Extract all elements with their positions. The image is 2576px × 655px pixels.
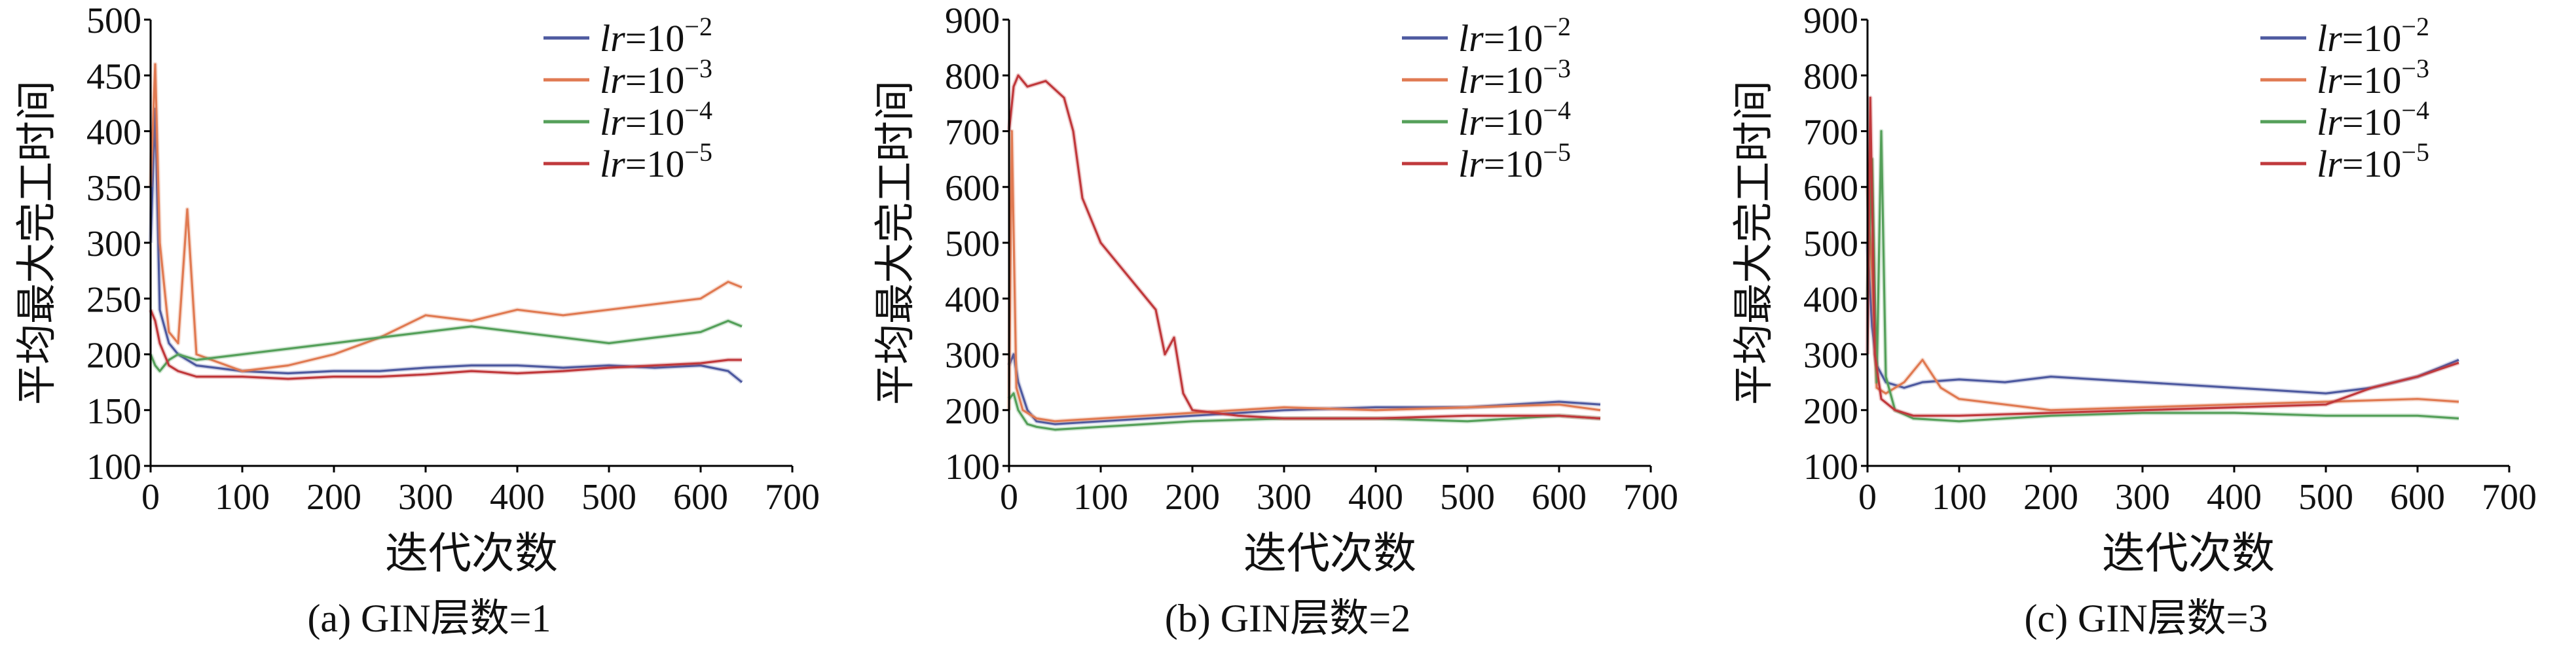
series-line-0 [149, 107, 743, 383]
caption-a: (a) GIN层数=1 [307, 597, 551, 640]
y-tick-label: 200 [1803, 391, 1858, 432]
x-tick-label: 300 [2115, 477, 2170, 518]
legend-label-0: lr=10−2 [2317, 12, 2429, 60]
y-axis-label: 平均最大完工时间 [12, 80, 60, 405]
x-tick-label: 100 [1932, 477, 1987, 518]
y-tick-label: 800 [945, 56, 1000, 97]
y-tick-label: 400 [945, 279, 1000, 320]
y-tick-label: 250 [86, 279, 141, 320]
x-tick-label: 100 [215, 477, 270, 518]
x-tick-label: 700 [2482, 477, 2537, 518]
x-tick-label: 500 [2298, 477, 2353, 518]
y-tick-label: 450 [86, 56, 141, 97]
series-line-1 [1008, 130, 1601, 423]
y-tick-label: 800 [1803, 56, 1858, 97]
series-line-2 [149, 319, 743, 372]
x-tick-label: 700 [765, 477, 820, 518]
x-tick-label: 200 [1165, 477, 1220, 518]
x-tick-label: 100 [1073, 477, 1128, 518]
legend-label-3: lr=10−5 [1458, 137, 1571, 185]
y-tick-label: 200 [86, 336, 141, 376]
y-tick-label: 900 [945, 1, 1000, 41]
legend-label-2: lr=10−4 [600, 96, 712, 143]
y-tick-label: 900 [1803, 1, 1858, 41]
x-tick-label: 700 [1623, 477, 1678, 518]
legend-label-2: lr=10−4 [2317, 96, 2429, 143]
y-tick-label: 600 [1803, 168, 1858, 209]
y-tick-label: 200 [945, 391, 1000, 432]
y-tick-label: 600 [945, 168, 1000, 209]
y-tick-label: 350 [86, 168, 141, 209]
x-tick-label: 300 [398, 477, 453, 518]
series-line-1 [149, 63, 743, 372]
x-tick-label: 600 [673, 477, 728, 518]
y-tick-label: 150 [86, 391, 141, 432]
chart-panel-b: 100 200 300 400 500 600 700 800 900 0 100 200 300 400… [858, 0, 1717, 655]
y-tick-label: 100 [945, 447, 1000, 487]
x-tick-label: 400 [2207, 477, 2262, 518]
y-tick-label: 300 [1803, 336, 1858, 376]
x-tick-label: 0 [1000, 477, 1018, 518]
series-band-0 [1865, 242, 2460, 396]
caption-c: (c) GIN层数=3 [2024, 597, 2268, 640]
y-tick-label: 700 [1803, 113, 1858, 153]
x-tick-label: 0 [1858, 477, 1877, 518]
legend-label-0: lr=10−2 [1458, 12, 1571, 60]
series-line-1 [1866, 186, 2459, 412]
x-tick-label: 0 [141, 477, 160, 518]
x-tick-label: 400 [490, 477, 545, 518]
legend-label-1: lr=10−3 [600, 54, 712, 101]
legend-label-1: lr=10−3 [1458, 54, 1571, 101]
chart-panel-a: 100 150 200 250 300 350 400 450 500 0 100 200 300 400… [0, 0, 858, 655]
x-axis-label: 迭代次数 [2102, 528, 2275, 578]
x-tick-label: 300 [1257, 477, 1312, 518]
y-tick-label: 500 [945, 224, 1000, 264]
series-band-1 [1865, 186, 2459, 413]
y-tick-label: 300 [945, 336, 1000, 376]
y-tick-label: 100 [86, 447, 141, 487]
y-tick-label: 500 [1803, 224, 1858, 264]
x-tick-label: 600 [2390, 477, 2445, 518]
legend-label-0: lr=10−2 [600, 12, 712, 60]
x-tick-label: 500 [1440, 477, 1495, 518]
x-axis-label: 迭代次数 [385, 528, 558, 578]
x-tick-label: 200 [306, 477, 361, 518]
legend-label-3: lr=10−5 [600, 137, 712, 185]
y-tick-label: 100 [1803, 447, 1858, 487]
x-tick-label: 400 [1348, 477, 1403, 518]
series-line-2 [1008, 392, 1601, 431]
y-tick-label: 300 [86, 224, 141, 264]
legend-label-2: lr=10−4 [1458, 96, 1571, 143]
y-axis-label: 平均最大完工时间 [871, 80, 919, 405]
caption-b: (b) GIN层数=2 [1164, 597, 1411, 640]
y-tick-label: 400 [1803, 279, 1858, 320]
series-line-3 [1866, 96, 2459, 417]
series-line-3 [1008, 74, 1601, 420]
series-line-3 [149, 309, 742, 380]
y-tick-label: 400 [86, 113, 141, 153]
x-tick-label: 200 [2023, 477, 2078, 518]
legend-label-3: lr=10−5 [2317, 137, 2429, 185]
y-tick-label: 700 [945, 113, 1000, 153]
x-axis-label: 迭代次数 [1243, 528, 1416, 578]
chart-panel-c: 100 200 300 400 500 600 700 800 900 0 100 200 300 400… [1717, 0, 2575, 655]
legend-label-1: lr=10−3 [2317, 54, 2429, 101]
y-tick-label: 500 [86, 1, 141, 41]
y-axis-label: 平均最大完工时间 [1729, 80, 1777, 405]
series-line-2 [1866, 130, 2459, 423]
x-tick-label: 600 [1532, 477, 1587, 518]
series-line-0 [1866, 242, 2459, 395]
x-tick-label: 500 [581, 477, 636, 518]
